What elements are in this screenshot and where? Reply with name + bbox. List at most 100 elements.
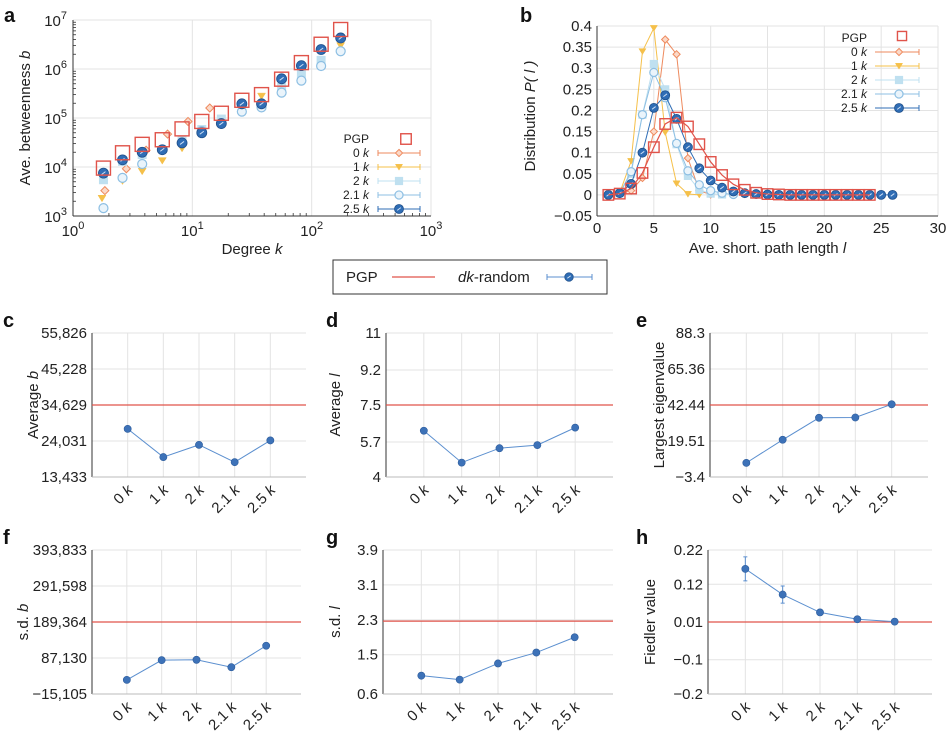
panel-d: d 4 5.7 7.5 9.2 11 0 k 1 k 2 k 2.1 k 2.5 k Average … xyxy=(326,310,613,517)
x-tick-label: 2.5 k xyxy=(240,698,276,734)
data-point-k25-glint xyxy=(890,193,895,197)
y-tick-label: 19.51 xyxy=(667,433,705,450)
data-point-k25-glint xyxy=(742,191,747,195)
y-axis-label: Fiedler value xyxy=(642,579,659,665)
data-point-k25-glint xyxy=(719,185,725,190)
y-tick-label: 103 xyxy=(44,206,67,226)
data-point-pgp xyxy=(134,136,150,153)
x-tick-label: 2.5 k xyxy=(868,698,904,734)
legend-label: 0 k xyxy=(851,45,868,59)
legend-marker-pgp xyxy=(896,30,908,42)
y-tick-label: 0.35 xyxy=(563,39,592,56)
data-point-pgp xyxy=(234,92,250,108)
data-point-k25-glint xyxy=(663,93,668,97)
data-point-pgp xyxy=(114,145,131,161)
shared-legend: PGP dk-random xyxy=(332,259,608,295)
y-tick-label: 9.2 xyxy=(360,362,381,379)
data-point-k25-glint xyxy=(651,106,656,110)
legend-marker-k25-glint xyxy=(396,207,402,211)
y-tick-label: 3.1 xyxy=(357,577,378,594)
legend-marker-k1 xyxy=(394,164,404,171)
legend-marker-k0 xyxy=(894,47,904,57)
panel-letter-h: h xyxy=(636,527,648,549)
data-point-k0 xyxy=(121,164,132,174)
x-tick-label: 0 xyxy=(593,220,601,237)
y-tick-label: 3.9 xyxy=(357,542,378,559)
y-axis-label: Distribution P( l ) xyxy=(522,61,539,172)
y-tick-label: 393,833 xyxy=(33,542,87,559)
y-tick-label: 24,031 xyxy=(41,433,87,450)
y-axis-label: Average b xyxy=(25,371,42,439)
data-point-k21 xyxy=(694,180,704,190)
data-point-k1 xyxy=(649,25,658,32)
y-tick-label: 87,130 xyxy=(41,650,87,667)
x-tick-label: 1 k xyxy=(144,698,171,725)
panel-f: f −15,105 87,130 189,364 291,598 393,833 0 k 1 … xyxy=(3,527,301,734)
x-tick-label: 30 xyxy=(930,220,946,237)
data-point-k0 xyxy=(683,153,693,163)
data-point xyxy=(816,608,824,617)
data-point-k2 xyxy=(649,59,658,69)
y-tick-label: 0.3 xyxy=(571,60,592,77)
data-point-k0 xyxy=(660,35,670,44)
data-point-k0 xyxy=(100,185,110,196)
data-point-k25-glint xyxy=(239,101,245,106)
x-tick-label: 2.1 k xyxy=(511,481,547,517)
data-point-k0 xyxy=(205,103,215,113)
x-tick-label: 0 k xyxy=(110,481,137,508)
data-point-k1 xyxy=(137,167,147,176)
x-tick-label: 100 xyxy=(62,220,85,240)
data-point-pgp xyxy=(807,188,819,201)
data-point-k0 xyxy=(672,49,681,59)
x-tick-label: 2.5 k xyxy=(865,481,901,517)
y-tick-label: 0.01 xyxy=(674,614,703,631)
x-tick-label: 0 k xyxy=(729,481,756,508)
panel-e: e −3.4 19.51 42.44 65.36 88.3 0 k 1 k 2 k 2.1 k 2.… xyxy=(636,310,928,517)
legend-label: 1 k xyxy=(353,160,370,174)
panel-letter-c: c xyxy=(3,310,14,332)
data-point-k25-glint xyxy=(697,166,702,171)
y-tick-label: 189,364 xyxy=(33,614,87,631)
data-point-k1 xyxy=(157,157,167,165)
y-tick-label: 0.1 xyxy=(571,145,592,162)
x-tick-label: 0 k xyxy=(406,481,433,508)
data-point-pgp xyxy=(784,188,797,201)
data-point xyxy=(815,413,823,422)
y-tick-label: −0.1 xyxy=(673,652,703,669)
data-point-pgp xyxy=(863,188,876,201)
y-tick-label: 55,826 xyxy=(41,325,87,342)
data-point xyxy=(417,671,426,680)
data-point xyxy=(266,436,275,445)
data-point xyxy=(571,423,580,432)
data-point-k21 xyxy=(637,110,648,120)
x-tick-label: 2.1 k xyxy=(831,698,867,734)
x-tick-label: 1 k xyxy=(444,481,471,508)
x-tick-label: 15 xyxy=(759,220,776,237)
data-point-k21 xyxy=(683,166,693,176)
legend-marker-k1 xyxy=(894,63,904,70)
y-tick-label: 11 xyxy=(365,325,381,342)
x-tick-label: 2 k xyxy=(182,481,209,508)
x-tick-label: 1 k xyxy=(146,481,173,508)
data-point-k25-glint xyxy=(685,145,691,149)
data-point-k25-glint xyxy=(708,178,713,183)
data-point-pgp xyxy=(154,132,170,148)
data-point xyxy=(570,633,579,642)
legend-label: 2.5 k xyxy=(343,202,370,216)
data-point-pgp xyxy=(636,166,649,179)
x-tick-label: 101 xyxy=(181,220,204,240)
x-tick-label: 25 xyxy=(873,220,890,237)
data-point-k21 xyxy=(706,186,716,196)
y-tick-label: 106 xyxy=(44,59,67,79)
data-point-k1 xyxy=(661,129,670,137)
data-point-k25-glint xyxy=(640,150,645,155)
data-point-k1 xyxy=(97,195,107,203)
y-tick-label: −0.2 xyxy=(673,686,703,703)
data-point-pgp xyxy=(772,188,785,201)
data-point-k0 xyxy=(162,129,173,139)
x-tick-label: 102 xyxy=(300,220,323,240)
legend-marker-k0 xyxy=(394,148,404,158)
data-point-k1 xyxy=(672,180,681,188)
data-point-pgp xyxy=(795,188,808,201)
